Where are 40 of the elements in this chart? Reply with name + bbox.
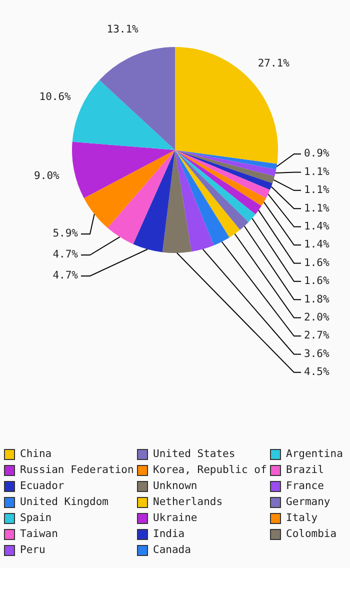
legend-label: United States (153, 448, 236, 460)
legend-label: United Kingdom (20, 496, 109, 508)
legend-label: Colombia (286, 528, 337, 540)
legend-label: Spain (20, 512, 52, 524)
data-label: 27.1% (258, 57, 290, 70)
legend-label: China (20, 448, 52, 460)
data-label: 1.1% (304, 202, 330, 214)
data-label: 3.6% (304, 348, 330, 360)
legend-label: Unknown (153, 480, 198, 492)
data-label: 1.4% (304, 220, 330, 233)
data-label: 9.0% (34, 170, 60, 182)
data-label: 4.7% (52, 248, 79, 261)
data-label: 1.1% (304, 166, 330, 178)
legend-label: Peru (20, 544, 46, 556)
data-label: 1.6% (304, 256, 330, 269)
legend-label: Germany (286, 496, 330, 508)
legend-label: Canada (153, 544, 191, 556)
data-label: 2.0% (304, 312, 330, 324)
legend-label: Argentina (286, 448, 343, 460)
data-label: 5.9% (52, 228, 79, 240)
legend-label: Russian Federation (20, 464, 134, 476)
data-label: 13.1% (106, 24, 140, 36)
data-label: 4.7% (52, 270, 79, 282)
data-label: 0.9% (304, 148, 330, 160)
data-label: 1.8% (304, 293, 330, 306)
legend-label: Ecuador (20, 480, 64, 492)
legend-label: India (153, 528, 185, 540)
data-label: 1.1% (304, 184, 330, 196)
legend-label: Korea, Republic of (153, 464, 267, 476)
data-label: 10.6% (39, 91, 72, 104)
data-label: 1.6% (304, 275, 330, 288)
legend-label: Brazil (286, 464, 324, 476)
legend-label: Taiwan (20, 528, 58, 540)
legend-label: Netherlands (153, 496, 223, 508)
data-label: 1.4% (304, 238, 330, 251)
data-label: 4.5% (304, 366, 330, 378)
legend-label: Italy (286, 512, 318, 524)
legend-label: Ukraine (153, 512, 198, 524)
legend-label: France (286, 480, 324, 492)
data-label: 2.7% (304, 330, 330, 342)
